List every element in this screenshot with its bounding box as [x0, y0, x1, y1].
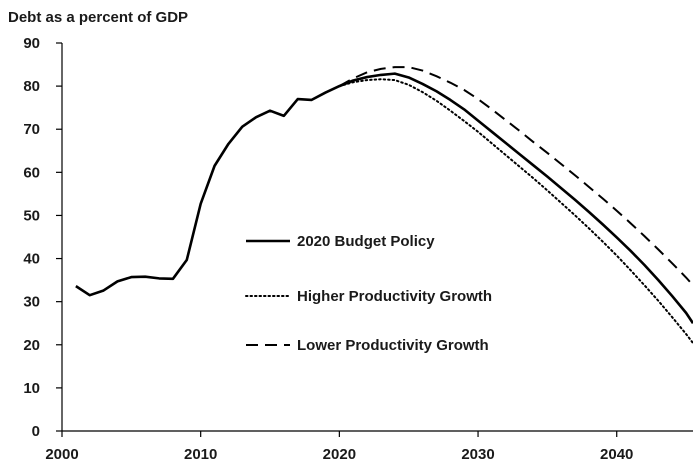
x-axis-ticks: 2000 2010 2020 2030 2040 — [45, 431, 633, 463]
y-tick-label: 20 — [23, 337, 40, 354]
legend-label: 2020 Budget Policy — [297, 233, 435, 250]
legend: 2020 Budget Policy Higher Productivity Gr… — [245, 233, 492, 354]
chart-title: Debt as a percent of GDP — [8, 9, 188, 26]
x-tick-label: 2010 — [184, 446, 217, 463]
series-line-lower-productivity-growth — [338, 66, 693, 286]
y-tick-label: 60 — [23, 164, 40, 181]
y-tick-label: 50 — [23, 207, 40, 224]
x-tick-label: 2040 — [600, 446, 633, 463]
y-tick-label: 80 — [23, 78, 40, 95]
legend-label: Lower Productivity Growth — [297, 337, 489, 354]
y-tick-label: 70 — [23, 121, 40, 138]
x-tick-label: 2020 — [323, 446, 356, 463]
y-tick-label: 90 — [23, 35, 40, 52]
y-tick-label: 10 — [23, 380, 40, 397]
series-lines — [75, 66, 693, 345]
x-tick-label: 2000 — [45, 446, 78, 463]
y-tick-label: 0 — [32, 423, 40, 440]
y-axis-ticks: 0 10 20 30 40 50 60 70 80 90 — [23, 35, 62, 440]
y-tick-label: 40 — [23, 251, 40, 268]
series-line-2020-budget-policy — [75, 72, 693, 324]
legend-label: Higher Productivity Growth — [297, 288, 492, 305]
x-tick-label: 2030 — [461, 446, 494, 463]
axes — [61, 43, 693, 432]
y-tick-label: 30 — [23, 294, 40, 311]
series-line-higher-productivity-growth — [338, 78, 693, 345]
